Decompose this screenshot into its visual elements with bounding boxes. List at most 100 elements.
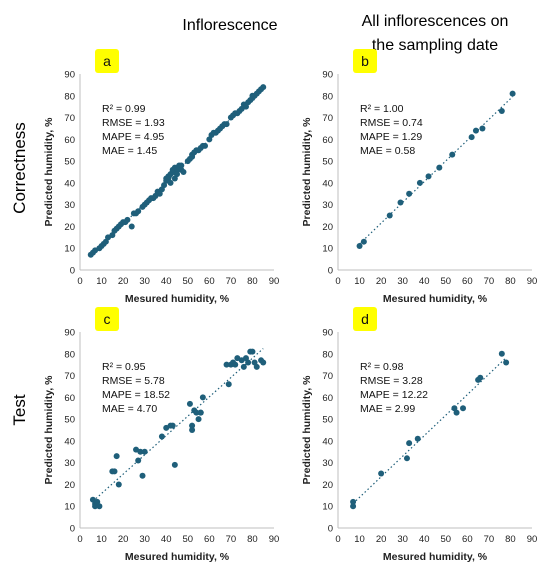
y-tick-label: 50: [64, 415, 75, 426]
data-point: [225, 381, 232, 388]
x-tick-label: 80: [505, 276, 516, 287]
panel-badge: [353, 307, 377, 331]
stat-line: MAE = 1.45: [102, 145, 157, 157]
x-tick-label: 40: [419, 534, 430, 545]
panel-letter: a: [103, 53, 111, 69]
data-point: [249, 348, 256, 355]
data-point: [135, 208, 142, 215]
data-point: [232, 361, 239, 368]
data-point: [137, 448, 144, 455]
x-tick-label: 20: [376, 534, 387, 545]
data-point: [260, 84, 267, 91]
y-tick-label: 40: [64, 436, 75, 447]
y-tick-label: 30: [64, 458, 75, 469]
data-point: [403, 455, 410, 462]
data-point: [406, 190, 413, 197]
data-point: [124, 216, 131, 223]
data-point: [360, 238, 367, 245]
x-tick-label: 20: [376, 276, 387, 287]
data-point: [498, 350, 505, 357]
stat-line: RMSE = 1.93: [102, 117, 165, 129]
data-point: [169, 422, 176, 429]
stat-line: MAE = 4.70: [102, 403, 157, 415]
data-point: [202, 142, 209, 149]
y-tick-label: 20: [64, 480, 75, 491]
stat-line: MAE = 2.99: [360, 403, 415, 415]
x-axis-label: Mesured humidity, %: [125, 551, 230, 563]
data-point: [240, 363, 247, 370]
data-point: [171, 461, 178, 468]
y-tick-label: 60: [322, 393, 333, 404]
y-tick-label: 40: [64, 178, 75, 189]
x-tick-label: 30: [397, 534, 408, 545]
x-axis-label: Mesured humidity, %: [383, 293, 488, 305]
data-point: [180, 169, 187, 175]
x-tick-label: 10: [96, 534, 107, 545]
data-point: [197, 409, 204, 416]
panel-badge: [353, 49, 377, 73]
panel-badge: [95, 49, 119, 73]
x-tick-label: 40: [161, 276, 172, 287]
y-tick-label: 60: [322, 135, 333, 146]
stat-line: R² = 0.95: [102, 361, 146, 373]
x-tick-label: 60: [204, 276, 215, 287]
data-point: [472, 127, 479, 134]
y-tick-label: 10: [322, 502, 333, 513]
panel-letter: c: [104, 311, 111, 327]
y-tick-label: 90: [322, 328, 333, 339]
y-tick-label: 90: [64, 70, 75, 81]
data-point: [350, 498, 357, 505]
x-tick-label: 80: [247, 534, 258, 545]
x-tick-label: 0: [335, 276, 340, 287]
y-tick-label: 0: [328, 524, 333, 535]
y-tick-label: 10: [64, 244, 75, 255]
row-title-test: Test: [10, 394, 29, 426]
stat-line: R² = 0.99: [102, 103, 146, 115]
x-tick-label: 0: [77, 534, 82, 545]
data-point: [397, 199, 404, 206]
data-point: [135, 457, 142, 464]
stat-line: R² = 1.00: [360, 103, 404, 115]
y-tick-label: 70: [64, 113, 75, 124]
x-tick-label: 80: [505, 534, 516, 545]
y-axis-label: Predicted humidity, %: [43, 117, 55, 227]
data-point: [174, 171, 180, 178]
y-tick-label: 30: [64, 200, 75, 211]
data-point: [141, 448, 148, 455]
x-axis-label: Mesured humidity, %: [383, 551, 488, 563]
data-point: [449, 151, 456, 158]
data-point: [350, 503, 357, 510]
x-tick-label: 10: [354, 276, 365, 287]
data-point: [436, 164, 443, 171]
x-tick-label: 70: [484, 534, 495, 545]
data-point: [460, 405, 467, 412]
panel-letter: b: [361, 53, 369, 69]
y-tick-label: 80: [322, 349, 333, 360]
data-point: [503, 359, 510, 366]
scatter-panel-c: 00 10 10 20 20 30 30 40 40 50 50 60 60 70 70 80 80 90 90 Me…: [43, 307, 279, 563]
x-tick-label: 20: [118, 534, 129, 545]
data-point: [186, 400, 193, 407]
stat-line: RMSE = 3.28: [360, 375, 423, 387]
x-tick-label: 60: [204, 534, 215, 545]
scatter-panel-a: 00 10 10 20 20 30 30 40 40 50 50 60 60 70 70 80 80 90 90 Me…: [43, 49, 279, 305]
y-tick-label: 30: [322, 200, 333, 211]
y-tick-label: 50: [64, 157, 75, 168]
y-tick-label: 0: [70, 524, 75, 535]
stat-line: MAPE = 1.29: [360, 131, 422, 143]
data-point: [406, 440, 413, 447]
stat-line: MAPE = 12.22: [360, 389, 428, 401]
data-point: [260, 359, 267, 366]
y-tick-label: 80: [322, 91, 333, 102]
data-point: [113, 453, 120, 460]
data-point: [223, 121, 230, 128]
data-point: [477, 374, 484, 381]
data-point: [139, 472, 146, 479]
column-title-inflorescence: Inflorescence: [182, 17, 278, 34]
column-title-all-inflorescences: All inflorescences on the sampling date: [361, 13, 509, 54]
data-point: [468, 134, 475, 141]
y-axis-label: Predicted humidity, %: [301, 375, 313, 485]
data-point: [158, 433, 165, 440]
y-tick-label: 40: [322, 436, 333, 447]
stat-line: MAPE = 18.52: [102, 389, 170, 401]
